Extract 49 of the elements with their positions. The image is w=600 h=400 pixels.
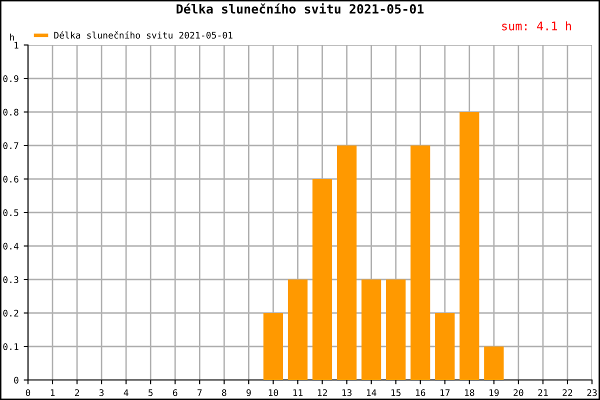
y-tick-label: 0.2 — [3, 310, 18, 317]
x-tick-label: 18 — [465, 389, 474, 396]
y-tick-label: 1 — [14, 42, 18, 48]
y-tick-label: 0.6 — [3, 176, 18, 183]
x-tick-label: 10 — [268, 389, 278, 396]
bar — [288, 280, 308, 380]
y-tick-label: 0.7 — [3, 142, 18, 150]
y-tick-label: 0.4 — [3, 242, 19, 250]
x-tick-label: 12 — [318, 389, 327, 396]
bar — [435, 313, 455, 380]
y-tick-label: 0.8 — [3, 108, 18, 116]
y-tick-label: 0 — [14, 376, 18, 384]
x-tick-label: 5 — [148, 389, 153, 396]
x-tick-label: 19 — [490, 389, 499, 396]
x-tick-label: 22 — [562, 389, 572, 396]
x-tick-label: 23 — [587, 389, 597, 396]
x-tick-label: 4 — [124, 389, 128, 396]
bar — [460, 112, 480, 380]
x-tick-label: 7 — [198, 389, 202, 396]
x-tick-label: 2 — [74, 389, 79, 396]
bar — [386, 280, 406, 380]
x-tick-label: 3 — [99, 389, 104, 396]
x-tick-label: 13 — [342, 389, 352, 396]
x-tick-label: 9 — [246, 389, 251, 396]
bar — [484, 346, 504, 380]
x-tick-label: 17 — [440, 389, 450, 396]
bar — [263, 313, 284, 380]
bar — [410, 146, 430, 380]
x-tick-label: 14 — [366, 389, 376, 396]
x-tick-label: 6 — [173, 389, 178, 396]
legend-label: Délka slunečního svitu 2021-05-01 — [54, 31, 232, 39]
x-tick-label: 16 — [416, 389, 426, 396]
y-axis-title: h — [10, 34, 14, 41]
x-tick-label: 0 — [26, 389, 30, 396]
bar — [312, 179, 332, 380]
x-tick-label: 8 — [222, 389, 226, 396]
y-tick-label: 0.5 — [3, 209, 18, 216]
x-tick-label: 20 — [514, 389, 524, 396]
x-tick-label: 11 — [293, 389, 303, 396]
x-tick-label: 21 — [538, 389, 548, 396]
y-tick-label: 0.3 — [3, 276, 18, 284]
y-tick-label: 0.1 — [3, 343, 18, 350]
text: sum: 4.1 h — [502, 21, 571, 30]
x-tick-label: 1 — [50, 389, 55, 396]
y-tick-label: 0.9 — [3, 75, 18, 82]
bar — [336, 146, 357, 380]
bar — [361, 280, 382, 380]
x-tick-label: 15 — [391, 389, 401, 396]
chart-title: Délka slunečního svitu 2021-05-01 — [176, 3, 424, 14]
